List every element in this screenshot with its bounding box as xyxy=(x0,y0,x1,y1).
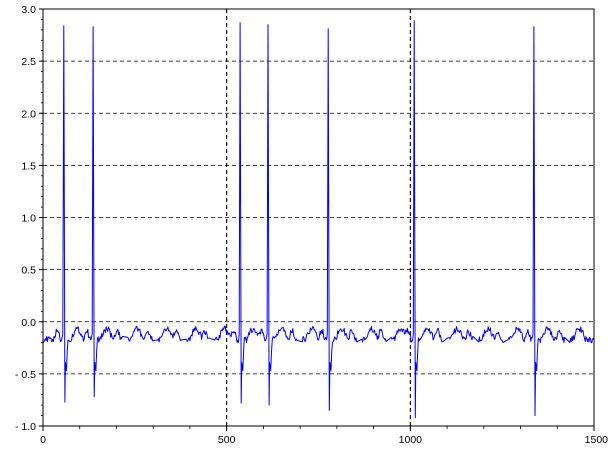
x-tick-label: 1500 xyxy=(585,434,609,446)
y-tick-label: 1.0 xyxy=(21,213,36,225)
y-tick-label: 2.5 xyxy=(21,56,36,68)
axis-ticks xyxy=(39,8,595,431)
ecg-series-line xyxy=(42,20,595,419)
y-tick-label: 2.0 xyxy=(21,108,36,120)
series-group xyxy=(42,20,595,419)
y-tick-label: - 0.5 xyxy=(15,369,36,381)
y-tick-label: 3.0 xyxy=(21,4,36,16)
x-tick-label: 1000 xyxy=(399,434,423,446)
grid-lines xyxy=(43,9,594,426)
y-tick-label: 0.5 xyxy=(21,265,36,277)
y-tick-label: - 1.0 xyxy=(15,421,36,433)
y-tick-label: 1.5 xyxy=(21,160,36,172)
x-tick-label: 0 xyxy=(40,434,46,446)
x-tick-label: 500 xyxy=(218,434,236,446)
axis-tick-labels: - 1.0 - 0.5 0.0 0.5 1.0 1.5 2.0 2.5 3.0 0 500 1000 1… xyxy=(15,4,608,446)
y-tick-label: 0.0 xyxy=(21,317,36,329)
